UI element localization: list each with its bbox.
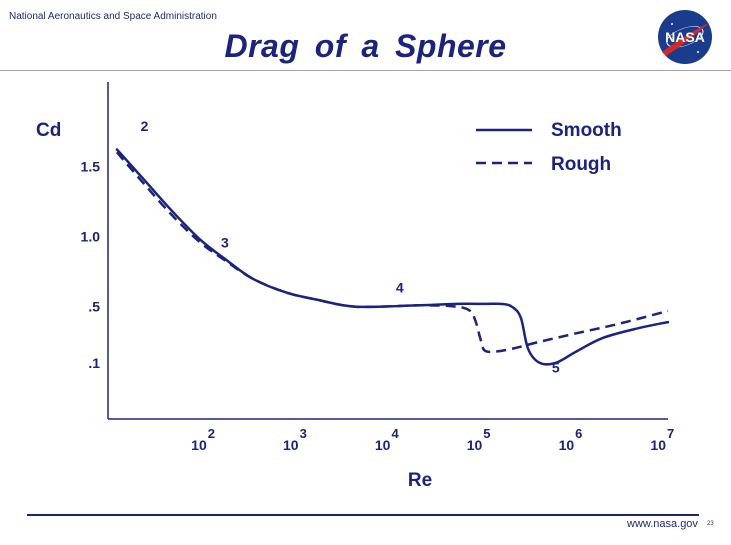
- x-tick-label: 105: [467, 426, 491, 453]
- x-tick-base: 10: [191, 437, 207, 453]
- organization-name: National Aeronautics and Space Administr…: [9, 11, 217, 22]
- legend-label-smooth: Smooth: [551, 120, 622, 141]
- y-tick-labels: 1.5 1.0 .5 .1: [81, 158, 101, 371]
- nasa-logo-star: [671, 23, 673, 25]
- x-tick-exponent: 7: [667, 426, 674, 441]
- x-tick-exponent: 6: [575, 426, 582, 441]
- x-axis-label: Re: [408, 470, 432, 491]
- chart-legend: Smooth Rough: [476, 120, 622, 175]
- x-tick-exponent: 5: [483, 426, 490, 441]
- nasa-logo-vector: [662, 22, 710, 56]
- nasa-logo: NASA: [658, 10, 712, 64]
- chart-annotations: 2 3 4 5: [141, 118, 560, 376]
- footer-rule: [27, 514, 699, 516]
- page-title: Drag of a Sphere: [224, 28, 507, 64]
- x-tick-label: 106: [559, 426, 583, 453]
- nasa-logo-star: [697, 51, 699, 53]
- region-label: 5: [552, 360, 560, 376]
- region-label: 4: [396, 280, 404, 296]
- x-tick-base: 10: [650, 437, 666, 453]
- series-line-rough: [115, 151, 669, 354]
- nasa-logo-orbit: [666, 26, 704, 48]
- y-tick-label: 1.0: [81, 228, 101, 244]
- y-axis-label: Cd: [36, 120, 61, 141]
- chart-axes: [107, 82, 668, 420]
- nasa-logo-text: NASA: [665, 29, 705, 45]
- y-tick-label: .1: [88, 355, 100, 371]
- footer-url[interactable]: www.nasa.gov: [627, 518, 698, 530]
- x-tick-label: 103: [283, 426, 307, 453]
- region-label: 2: [141, 118, 149, 134]
- y-tick-label: 1.5: [81, 158, 101, 174]
- chart-series: [115, 148, 670, 366]
- x-tick-base: 10: [283, 437, 299, 453]
- x-tick-base: 10: [559, 437, 575, 453]
- x-tick-label: 107: [650, 426, 674, 453]
- x-tick-base: 10: [467, 437, 483, 453]
- x-tick-label: 102: [191, 426, 215, 453]
- x-tick-exponent: 4: [391, 426, 399, 441]
- x-tick-exponent: 3: [300, 426, 307, 441]
- page-number: 23: [707, 521, 714, 527]
- y-tick-label: .5: [88, 299, 100, 315]
- x-tick-base: 10: [375, 437, 391, 453]
- series-line-smooth: [115, 148, 670, 366]
- legend-label-rough: Rough: [551, 154, 611, 175]
- region-label: 3: [221, 235, 229, 251]
- x-tick-exponent: 2: [208, 426, 215, 441]
- header-rule: [0, 70, 731, 71]
- x-tick-label: 104: [375, 426, 400, 453]
